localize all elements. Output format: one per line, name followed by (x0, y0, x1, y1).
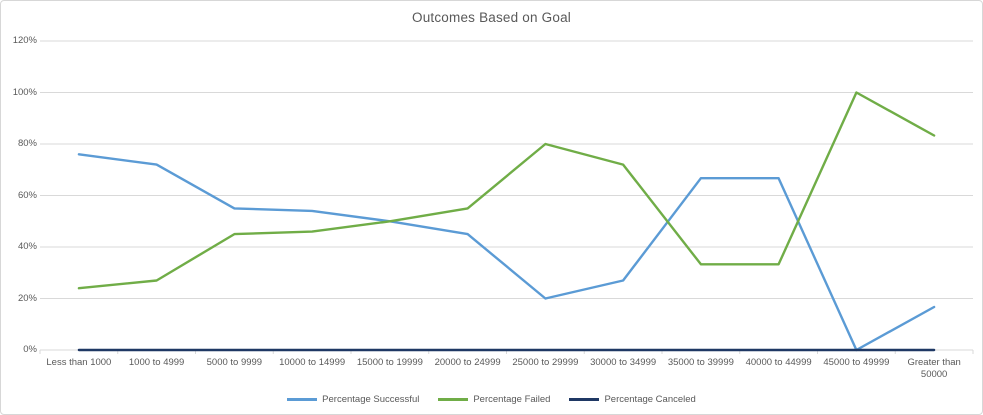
x-axis-label: Greater than 50000 (907, 357, 961, 380)
legend-swatch-failed-icon (438, 398, 469, 401)
x-axis-label: 35000 to 39999 (667, 357, 734, 368)
x-axis-label: 40000 to 44999 (745, 357, 812, 368)
series-line-percentage-successful[interactable] (77, 153, 936, 352)
x-axis-label: 45000 to 49999 (823, 357, 890, 368)
x-axis-label: 20000 to 24999 (434, 357, 501, 368)
legend-label-canceled: Percentage Canceled (604, 394, 696, 405)
x-axis-label: 10000 to 14999 (279, 357, 346, 368)
legend-swatch-successful-icon (287, 398, 318, 401)
x-axis-label: 30000 to 34999 (590, 357, 657, 368)
chart-title: Outcomes Based on Goal (412, 10, 571, 25)
x-axis-label: Less than 1000 (46, 357, 112, 368)
y-axis-label: 40% (17, 241, 37, 252)
x-axis-label: 5000 to 9999 (206, 357, 263, 368)
legend-label-successful: Percentage Successful (322, 394, 420, 405)
y-axis-label: 80% (17, 138, 37, 149)
x-axis-label: 25000 to 29999 (512, 357, 579, 368)
series-line-percentage-failed[interactable] (77, 91, 936, 290)
y-axis-label: 0% (23, 344, 37, 355)
y-axis-label: 100% (12, 86, 37, 98)
y-axis-label: 60% (17, 189, 37, 201)
legend-item-successful[interactable]: Percentage Successful (287, 394, 419, 405)
legend-swatch-canceled-icon (569, 398, 600, 401)
legend-item-failed[interactable]: Percentage Failed (438, 394, 550, 405)
x-axis-label: 15000 to 19999 (356, 357, 423, 368)
y-axis-label: 120% (12, 35, 37, 46)
legend-item-canceled[interactable]: Percentage Canceled (569, 394, 696, 405)
y-axis-label: 20% (17, 292, 37, 304)
x-axis-label: 1000 to 4999 (128, 357, 185, 368)
legend: Percentage Successful Percentage Failed … (1, 394, 982, 405)
legend-label-failed: Percentage Failed (473, 394, 551, 405)
